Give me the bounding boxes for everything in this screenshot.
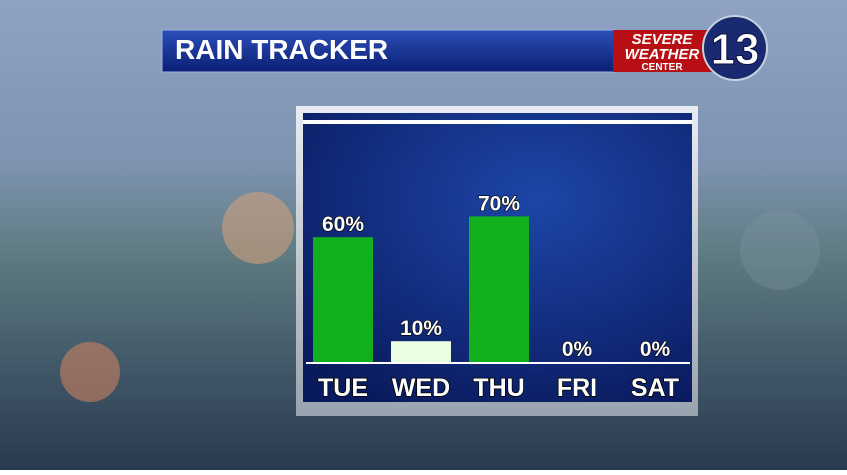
x-tick-label: SAT: [631, 374, 679, 402]
x-tick-label: THU: [473, 374, 524, 402]
logo-circle: [702, 15, 768, 81]
logo-channel: 13: [711, 25, 760, 74]
logo-text: SEVERE: [632, 31, 694, 48]
panel-rule: [303, 120, 692, 124]
x-tick-label: TUE: [318, 374, 368, 402]
bar: [391, 341, 451, 362]
bokeh: [740, 210, 820, 290]
value-label: 0%: [562, 338, 593, 361]
bar: [469, 216, 529, 362]
value-label: 10%: [400, 317, 442, 340]
logo-text: CENTER: [641, 62, 683, 73]
logo-box: [613, 30, 713, 72]
bokeh: [60, 342, 120, 402]
baseline: [306, 362, 690, 364]
logo-text: WEATHER: [625, 46, 700, 63]
bokeh: [222, 192, 294, 264]
value-label: 70%: [478, 192, 520, 215]
x-tick-label: FRI: [557, 374, 597, 402]
bar: [313, 237, 373, 362]
value-label: 0%: [640, 338, 671, 361]
logo: SEVERE WEATHER CENTER 13: [613, 15, 768, 81]
x-tick-label: WED: [392, 374, 450, 402]
value-label: 60%: [322, 213, 364, 236]
title-banner: [161, 29, 618, 73]
title: RAIN TRACKER: [175, 34, 388, 65]
